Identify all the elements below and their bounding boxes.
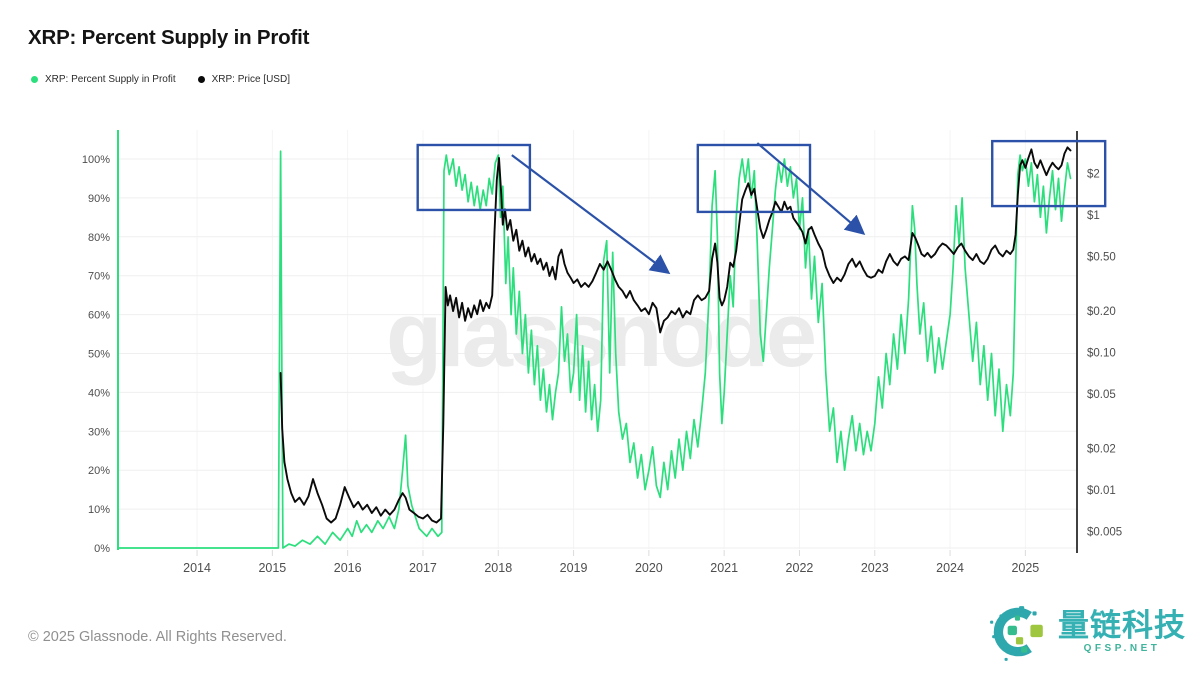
legend-item-supply-in-profit[interactable]: XRP: Percent Supply in Profit [31,74,176,85]
y-right-tick-label: $0.50 [1087,251,1116,263]
legend-label-price: XRP: Price [USD] [211,74,290,85]
y-right-tick-label: $2 [1087,169,1100,181]
y-left-tick-label: 100% [82,154,110,166]
brand-text: 量链科技 QFSP.NET [1058,607,1186,655]
price-line [279,146,1072,524]
y-right-tick-label: $0.01 [1087,485,1116,497]
y-right-tick-label: $0.20 [1087,306,1116,318]
qfsp-logo-icon [990,606,1043,661]
brand-name: 量链科技 [1058,607,1186,643]
y-right-tick-label: $0.05 [1087,389,1116,401]
highlight-box [696,143,812,214]
x-tick-label: 2018 [484,561,512,575]
x-tick-label: 2017 [409,561,437,575]
copyright-text: © 2025 Glassnode. All Rights Reserved. [28,629,287,645]
x-tick-label: 2016 [334,561,362,575]
highlight-box [991,139,1107,208]
y-right-tick-label: $0.005 [1087,526,1122,538]
legend: XRP: Percent Supply in Profit XRP: Price… [31,74,290,85]
x-tick-label: 2025 [1011,561,1039,575]
y-left-tick-label: 20% [88,465,110,477]
y-left-tick-label: 50% [88,349,110,361]
x-tick-label: 2021 [710,561,738,575]
supply-in-profit-line [117,150,1072,549]
annotation-arrow [756,142,866,236]
qfsp-logo: 量链科技 QFSP.NET [987,601,1186,663]
y-right-tick-label: $0.02 [1087,444,1116,456]
y-right-tick-label: $1 [1087,210,1100,222]
y-left-tick-label: 10% [88,504,110,516]
chart-title: XRP: Percent Supply in Profit [28,26,310,49]
legend-swatch-price-icon [197,76,205,83]
x-tick-label: 2024 [936,561,964,575]
annotation-arrow [511,154,671,275]
y-left-tick-label: 0% [94,543,110,555]
x-tick-label: 2015 [258,561,286,575]
y-left-tick-label: 60% [88,310,110,322]
y-right-tick-label: $0.10 [1087,348,1116,360]
x-tick-label: 2022 [786,561,814,575]
brand-site: QFSP.NET [1083,643,1161,655]
y-left-tick-label: 80% [88,232,110,244]
y-left-tick-label: 30% [88,426,110,438]
x-tick-label: 2014 [183,561,211,575]
highlight-box [416,143,532,212]
x-tick-label: 2019 [560,561,588,575]
legend-label-supply: XRP: Percent Supply in Profit [45,74,176,85]
y-left-tick-label: 90% [88,193,110,205]
legend-swatch-supply-icon [31,76,38,83]
x-tick-label: 2023 [861,561,889,575]
y-left-tick-label: 70% [88,271,110,283]
x-tick-label: 2020 [635,561,663,575]
legend-item-price[interactable]: XRP: Price [USD] [197,74,290,85]
y-left-tick-label: 40% [88,387,110,399]
